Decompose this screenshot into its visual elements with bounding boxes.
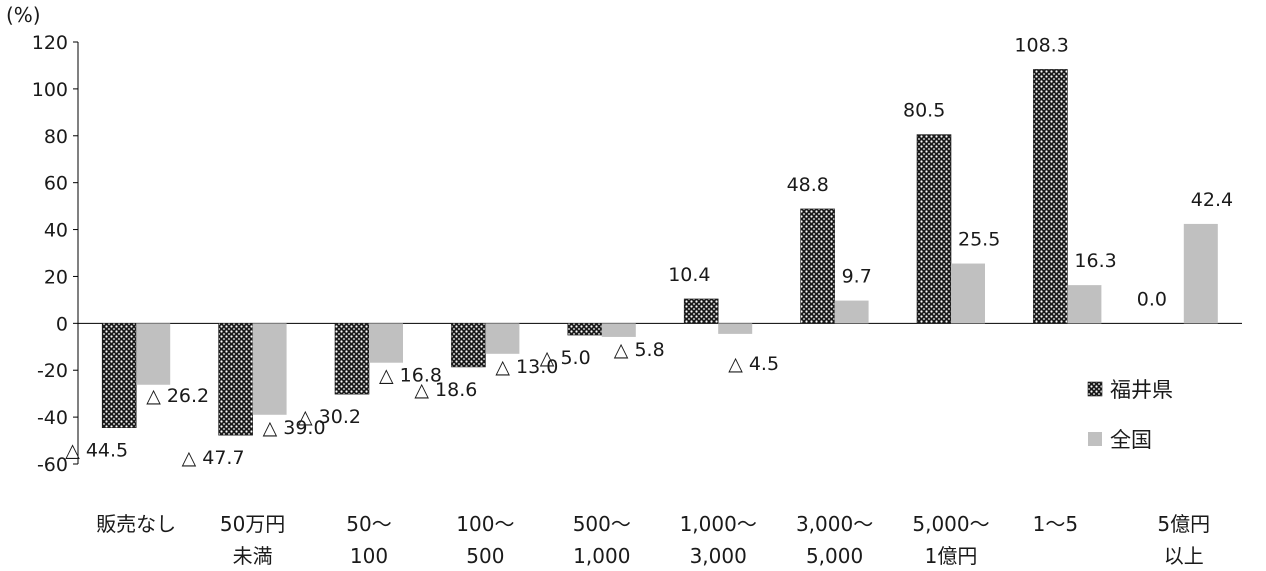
bar-series1-5 [683, 298, 719, 324]
bar-series1-0 [101, 323, 137, 428]
category-label-2: 100 [350, 544, 388, 568]
category-label-4: 500～ [573, 512, 631, 536]
bar-layer [101, 69, 1218, 436]
bar-series1-2 [334, 323, 370, 395]
data-label-series1-6: 48.8 [787, 174, 829, 196]
category-label-9: 5億円 [1157, 512, 1210, 536]
legend-label-2: 全国 [1110, 428, 1152, 452]
data-label-series1-7: 80.5 [903, 100, 945, 122]
data-label-series2-4: △ 5.8 [614, 339, 665, 361]
bar-series1-1 [218, 323, 253, 436]
data-label-series2-6: 9.7 [842, 266, 872, 288]
data-label-series2-8: 16.3 [1074, 250, 1116, 272]
bar-series2-9 [1183, 223, 1218, 324]
category-label-6: 3,000～ [796, 512, 873, 536]
category-label-3: 500 [466, 544, 504, 568]
data-label-series1-4: △ 5.0 [540, 347, 591, 369]
y-tick-label: -60 [37, 454, 68, 476]
bar-series2-0 [136, 323, 171, 385]
category-label-0: 販売なし [96, 512, 176, 536]
legend-swatch-1 [1087, 381, 1103, 397]
bar-series2-1 [252, 323, 287, 415]
y-tick-label: 20 [44, 266, 68, 288]
legend-swatch-2 [1088, 432, 1102, 446]
y-tick-label: 0 [56, 313, 68, 335]
data-label-series2-9: 42.4 [1191, 189, 1233, 211]
category-label-7: 1億円 [925, 544, 978, 568]
y-tick-label: 80 [44, 126, 68, 148]
data-label-series2-7: 25.5 [958, 229, 1000, 251]
data-label-series2-3: △ 13.0 [495, 356, 558, 378]
data-label-series1-0: △ 44.5 [65, 440, 128, 462]
data-label-series1-8: 108.3 [1014, 34, 1068, 56]
bar-series1-6 [800, 208, 835, 324]
category-label-6: 5,000 [806, 544, 863, 568]
data-label-series2-1: △ 39.0 [263, 417, 326, 439]
data-label-series2-2: △ 16.8 [379, 365, 442, 387]
bar-series1-7 [916, 134, 952, 324]
bar-series1-8 [1033, 69, 1068, 324]
data-label-series1-9: 0.0 [1137, 288, 1167, 310]
category-label-1: 50万円 [220, 512, 285, 536]
bar-series2-4 [601, 323, 636, 337]
data-label-series1-3: △ 18.6 [414, 379, 477, 401]
category-label-3: 100～ [456, 512, 514, 536]
category-label-2: 50～ [346, 512, 391, 536]
category-label-4: 1,000 [573, 544, 630, 568]
data-label-series1-2: △ 30.2 [298, 406, 361, 428]
legend-label-1: 福井県 [1110, 378, 1173, 402]
bar-series2-5 [718, 323, 753, 334]
data-label-layer: △ 44.5 △ 47.7 △ 30.2 △ 18.6 △ 5.0 10.4 48.8 80.… [65, 34, 1233, 469]
bar-series1-3 [451, 323, 486, 368]
category-label-8: 1～5 [1033, 512, 1078, 536]
data-label-series2-0: △ 26.2 [146, 385, 209, 407]
bar-series2-6 [834, 300, 869, 324]
category-label-9: 以上 [1164, 544, 1204, 568]
data-label-series1-5: 10.4 [668, 264, 710, 286]
bar-series2-2 [369, 323, 403, 363]
data-label-series1-1: △ 47.7 [182, 447, 245, 469]
category-label-5: 1,000～ [680, 512, 757, 536]
bar-series2-8 [1067, 285, 1102, 324]
category-label-1: 未満 [233, 544, 273, 568]
y-unit-label: (%) [6, 3, 41, 27]
bar-series2-3 [485, 323, 520, 354]
bar-series1-4 [567, 323, 603, 336]
y-tick-label: 40 [44, 220, 68, 242]
data-label-series2-5: △ 4.5 [728, 353, 779, 375]
y-tick-label: -40 [37, 407, 68, 429]
y-tick-label: 120 [32, 32, 68, 54]
bar-series2-7 [951, 263, 985, 324]
y-tick-label: 100 [32, 79, 68, 101]
category-label-5: 3,000 [690, 544, 747, 568]
y-tick-label: -20 [37, 360, 68, 382]
category-label-7: 5,000～ [912, 512, 989, 536]
y-tick-label: 60 [44, 173, 68, 195]
